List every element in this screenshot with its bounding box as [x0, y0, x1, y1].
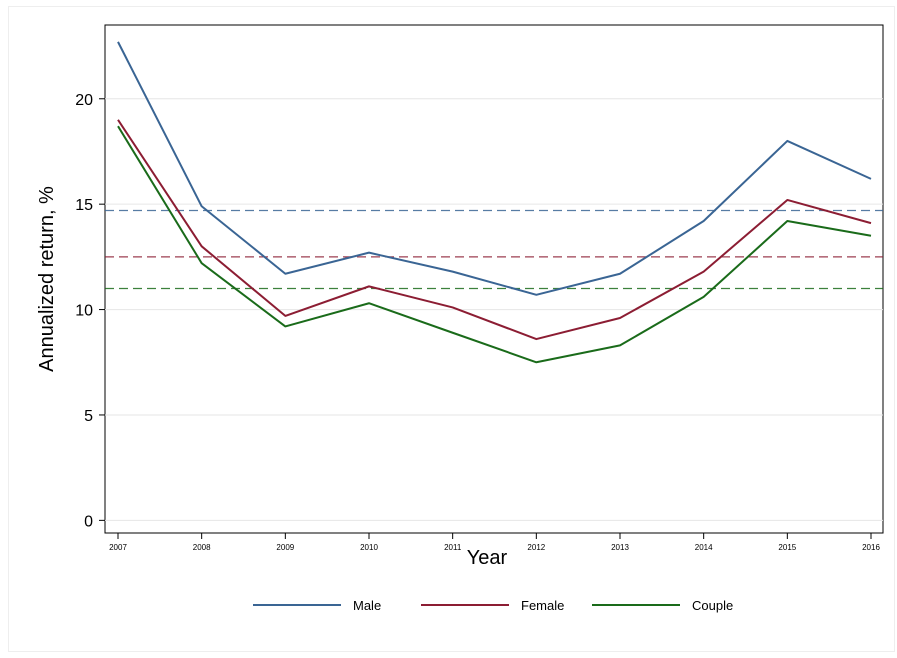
series-line-male [117, 41, 872, 296]
y-tick-label: 10 [75, 303, 93, 320]
y-tick-label: 20 [75, 92, 93, 109]
series-line-female [117, 119, 872, 341]
x-tick-label: 2008 [193, 543, 211, 552]
legend: Male Female Couple [253, 598, 733, 613]
x-tick-label: 2007 [109, 543, 127, 552]
x-tick-label: 2016 [862, 543, 880, 552]
legend-item-female: Female [421, 598, 564, 613]
legend-item-male: Male [253, 598, 381, 613]
x-tick-label: 2013 [611, 543, 629, 552]
x-tick-label: 2014 [695, 543, 713, 552]
legend-label: Couple [692, 598, 733, 613]
y-tick-label: 15 [75, 197, 93, 214]
legend-label: Male [353, 598, 381, 613]
y-tick-label: 0 [84, 513, 93, 530]
y-tick-label: 5 [84, 408, 93, 425]
x-tick-label: 2012 [527, 543, 545, 552]
x-tick-label: 2015 [778, 543, 796, 552]
x-axis-label: Year [467, 547, 508, 569]
x-tick-label: 2011 [444, 543, 462, 552]
legend-label: Female [521, 598, 564, 613]
legend-item-couple: Couple [592, 598, 733, 613]
y-axis-label: Annualized return, % [36, 186, 58, 372]
line-chart: 0 5 10 15 20 2007 2008 2009 2010 2011 2012 2013 201… [36, 24, 884, 613]
x-tick-label: 2010 [360, 543, 378, 552]
series-line-couple [117, 125, 872, 364]
x-tick-label: 2009 [276, 543, 294, 552]
plot-area [104, 24, 884, 534]
chart-frame: 0 5 10 15 20 2007 2008 2009 2010 2011 2012 2013 201… [8, 6, 895, 652]
